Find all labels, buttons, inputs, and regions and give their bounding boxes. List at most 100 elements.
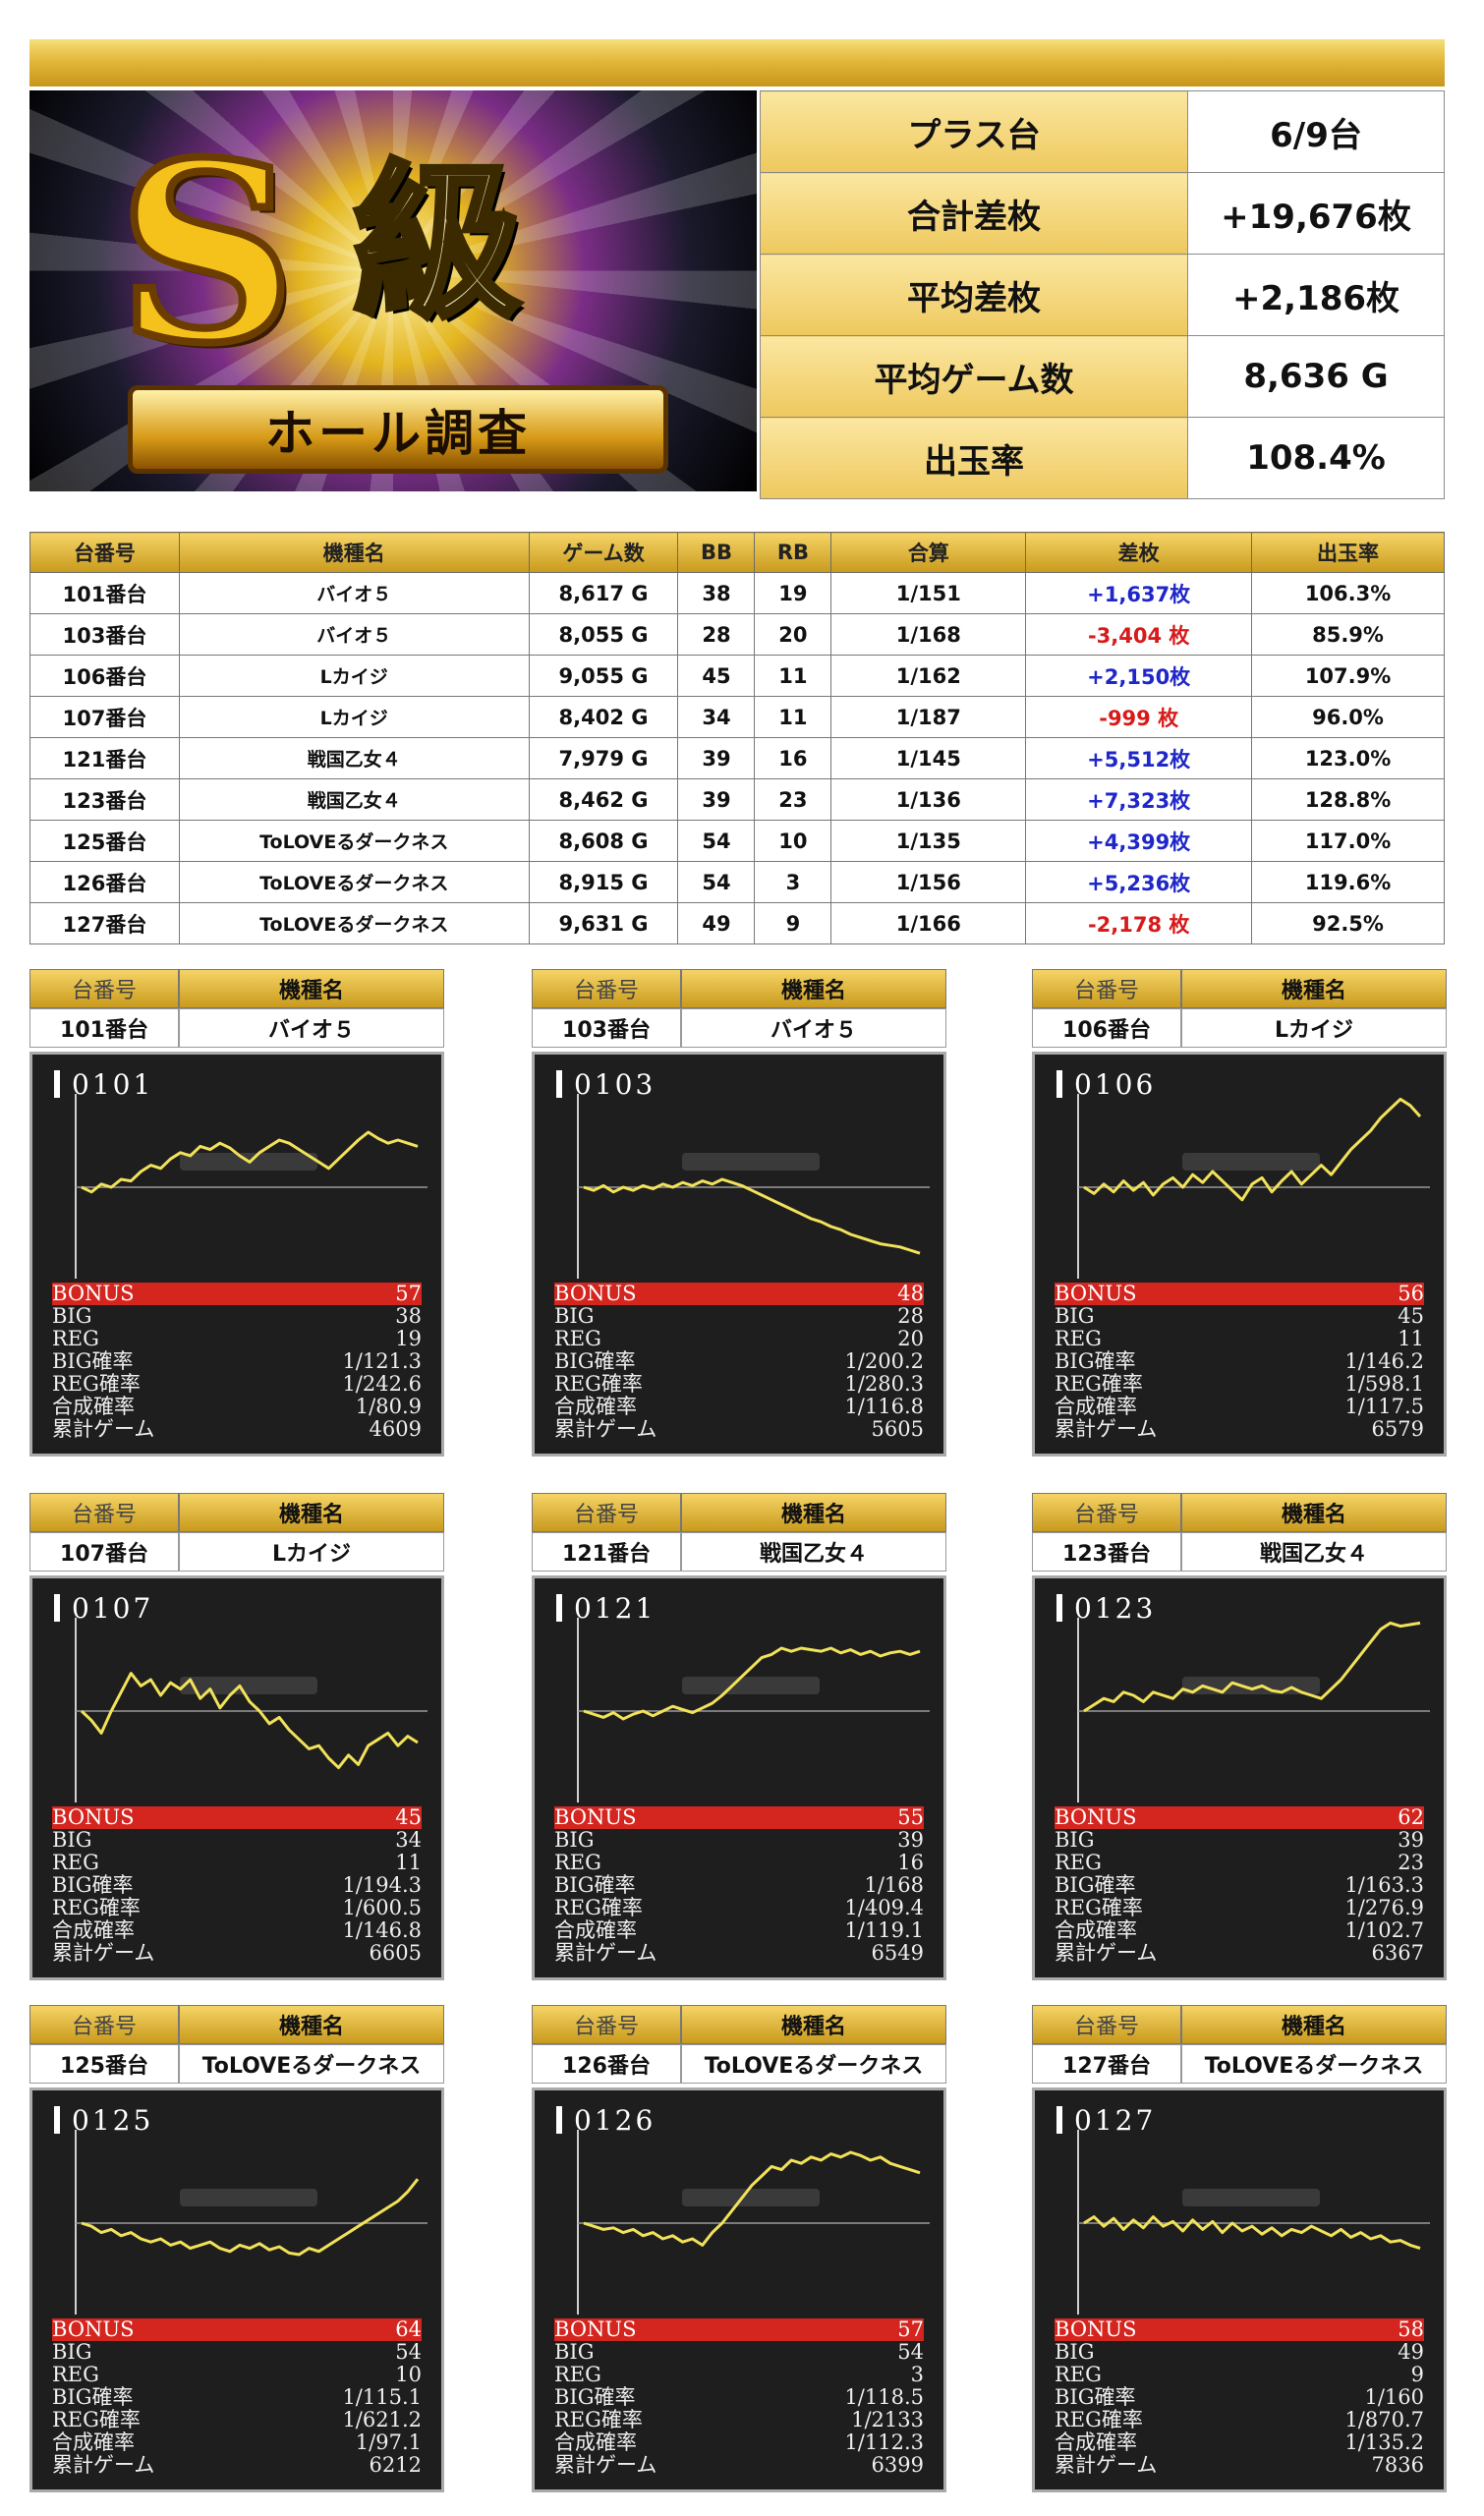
stat-value: 5605 [871, 1417, 924, 1441]
screen-stats: BONUS 64 BIG 54 REG 10 BIG確率 1/115.1 REG確率 1/621.… [52, 2318, 422, 2477]
stat-value: 54 [395, 2340, 422, 2364]
cell-rate: 117.0% [1251, 820, 1445, 862]
stat-label: 累計ゲーム [52, 2453, 155, 2477]
summary-row: プラス台 6/9台 [760, 90, 1445, 173]
cell-rb: 19 [754, 572, 832, 614]
stat-label: 合成確率 [1055, 1395, 1137, 1418]
summary-value: 8,636 G [1187, 335, 1445, 418]
stat-value: 58 [1398, 2317, 1424, 2341]
stat-reg: REG 20 [554, 1328, 924, 1350]
summary-label: 出玉率 [760, 417, 1188, 499]
stat-value: 62 [1398, 1805, 1424, 1829]
machine-card: 台番号 機種名 103番台 バイオ５ 0103 BONUS 48 BIG 28 REG 20 BIG確… [532, 969, 946, 1457]
stat-label: REG [554, 1327, 601, 1350]
stat-value: 19 [395, 1327, 422, 1350]
slump-graph [577, 1618, 930, 1802]
stat-label: BONUS [1055, 1805, 1137, 1829]
cell-combined: 1/166 [830, 902, 1027, 944]
stat-reg-rate: REG確率 1/280.3 [554, 1373, 924, 1396]
summary-table: プラス台 6/9台 合計差枚 +19,676枚 平均差枚 +2,186枚 平均ゲーム数… [760, 90, 1445, 499]
stat-label: 合成確率 [1055, 2430, 1137, 2454]
stat-value: 16 [897, 1851, 924, 1874]
cell-diff: +4,399枚 [1025, 820, 1253, 862]
cell-rate: 92.5% [1251, 902, 1445, 944]
data-counter-screen: 0103 BONUS 48 BIG 28 REG 20 BIG確率 1/200.2 REG確率 1/… [532, 1052, 946, 1457]
stat-value: 55 [897, 1805, 924, 1829]
screen-machine-number: 0126 [555, 2104, 656, 2137]
cell-games: 7,979 G [528, 737, 679, 779]
table-row: 101番台 バイオ５ 8,617 G 38 19 1/151 +1,637枚 106.3% [29, 572, 1445, 614]
stat-label: 累計ゲーム [1055, 2453, 1158, 2477]
stat-bonus: BONUS 57 [554, 2318, 924, 2341]
stat-value: 39 [897, 1828, 924, 1852]
stat-value: 11 [1398, 1327, 1424, 1350]
stat-label: REG [554, 1851, 601, 1874]
cell-rate: 85.9% [1251, 613, 1445, 656]
card-header-name: 機種名 [681, 1493, 946, 1532]
screen-stats: BONUS 58 BIG 49 REG 9 BIG確率 1/160 REG確率 1/870.7 合成… [1055, 2318, 1424, 2477]
stat-value: 6367 [1371, 1941, 1424, 1965]
col-header-name: 機種名 [178, 532, 530, 573]
stat-value: 54 [897, 2340, 924, 2364]
table-row: 125番台 ToLOVEるダークネス 8,608 G 54 10 1/135 +4,399枚… [29, 820, 1445, 862]
machine-card: 台番号 機種名 121番台 戦国乙女４ 0121 BONUS 55 BIG 39 REG 16 BIG… [532, 1493, 946, 1980]
cell-bb: 38 [677, 572, 756, 614]
stat-value: 57 [897, 2317, 924, 2341]
card-header-no: 台番号 [1032, 1493, 1181, 1532]
stat-label: REG確率 [1055, 2408, 1143, 2431]
stat-value: 64 [395, 2317, 422, 2341]
cell-bb: 39 [677, 737, 756, 779]
stat-bonus: BONUS 58 [1055, 2318, 1424, 2341]
screen-stats: BONUS 55 BIG 39 REG 16 BIG確率 1/168 REG確率 1/409.4 合… [554, 1806, 924, 1965]
stat-label: BIG [1055, 2340, 1095, 2364]
stat-value: 1/621.2 [342, 2408, 422, 2431]
screen-stats: BONUS 45 BIG 34 REG 11 BIG確率 1/194.3 REG確率 1/600.… [52, 1806, 422, 1965]
card-info-row: 127番台 ToLOVEるダークネス [1032, 2044, 1447, 2084]
cell-diff: -2,178 枚 [1025, 902, 1253, 944]
stat-total-games: 累計ゲーム 6579 [1055, 1418, 1424, 1441]
stat-total-games: 累計ゲーム 4609 [52, 1418, 422, 1441]
stat-value: 1/194.3 [342, 1873, 422, 1897]
stat-label: 累計ゲーム [52, 1941, 155, 1965]
machine-card: 台番号 機種名 125番台 ToLOVEるダークネス 0125 BONUS 64 BIG 54 R… [29, 2005, 444, 2492]
cell-rb: 20 [754, 613, 832, 656]
card-header-no: 台番号 [29, 2005, 179, 2044]
stat-total-games: 累計ゲーム 7836 [1055, 2454, 1424, 2477]
stat-big: BIG 54 [554, 2341, 924, 2364]
stat-value: 1/163.3 [1344, 1873, 1424, 1897]
stat-label: 累計ゲーム [554, 1417, 657, 1441]
cell-games: 8,915 G [528, 861, 679, 903]
card-header-name: 機種名 [1181, 969, 1447, 1008]
stat-value: 1/160 [1364, 2385, 1424, 2409]
card-header-name: 機種名 [1181, 2005, 1447, 2044]
card-header-no: 台番号 [29, 969, 179, 1008]
stat-reg: REG 11 [52, 1852, 422, 1874]
watermark-logo [1182, 2189, 1320, 2206]
cell-no: 107番台 [29, 696, 180, 738]
summary-row: 平均ゲーム数 8,636 G [760, 335, 1445, 418]
card-info-row: 121番台 戦国乙女４ [532, 1532, 946, 1572]
stat-value: 28 [897, 1304, 924, 1328]
cell-diff: +5,512枚 [1025, 737, 1253, 779]
cell-rb: 11 [754, 655, 832, 697]
screen-machine-number: 0101 [53, 1068, 154, 1101]
slump-graph [1077, 1094, 1430, 1279]
col-header-bb: BB [677, 532, 756, 573]
summary-row: 出玉率 108.4% [760, 417, 1445, 499]
table-header-row: 台番号 機種名 ゲーム数 BB RB 合算 差枚 出玉率 [29, 532, 1445, 573]
table-row: 106番台 Lカイジ 9,055 G 45 11 1/162 +2,150枚 107.9% [29, 655, 1445, 697]
data-counter-screen: 0106 BONUS 56 BIG 45 REG 11 BIG確率 1/146.2 REG確率 1/… [1032, 1052, 1447, 1457]
stat-label: BIG確率 [52, 2385, 134, 2409]
stat-reg-rate: REG確率 1/409.4 [554, 1897, 924, 1919]
card-info-row: 101番台 バイオ５ [29, 1008, 444, 1048]
screen-stats: BONUS 48 BIG 28 REG 20 BIG確率 1/200.2 REG確率 1/280.… [554, 1283, 924, 1441]
table-row: 107番台 Lカイジ 8,402 G 34 11 1/187 -999 枚 96.0% [29, 696, 1445, 738]
stat-bonus: BONUS 48 [554, 1283, 924, 1305]
stat-value: 4609 [369, 1417, 422, 1441]
machine-card: 台番号 機種名 123番台 戦国乙女４ 0123 BONUS 62 BIG 39 REG 23 BIG… [1032, 1493, 1447, 1980]
stat-value: 1/200.2 [844, 1349, 924, 1373]
machine-card: 台番号 機種名 127番台 ToLOVEるダークネス 0127 BONUS 58 BIG 49 R… [1032, 2005, 1447, 2492]
cell-no: 103番台 [29, 613, 180, 656]
stat-label: REG [52, 1851, 99, 1874]
graph-line [583, 1177, 921, 1255]
